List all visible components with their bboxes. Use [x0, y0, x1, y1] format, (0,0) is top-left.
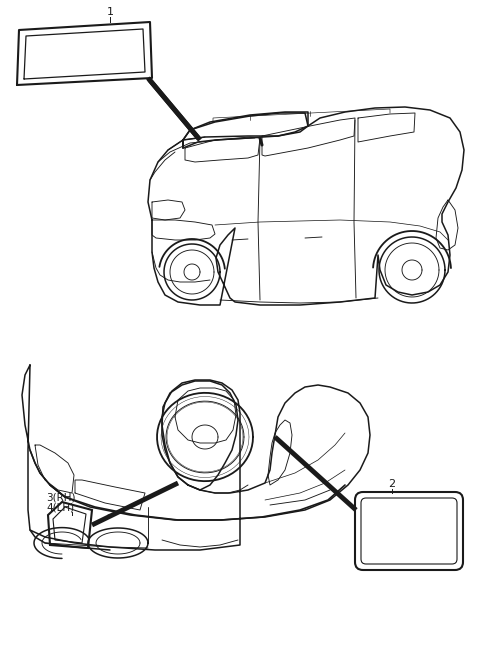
Text: 3(RH): 3(RH)	[46, 493, 75, 503]
Text: 1: 1	[107, 7, 113, 17]
Text: 4(LH): 4(LH)	[46, 503, 74, 513]
Text: 2: 2	[388, 479, 396, 489]
